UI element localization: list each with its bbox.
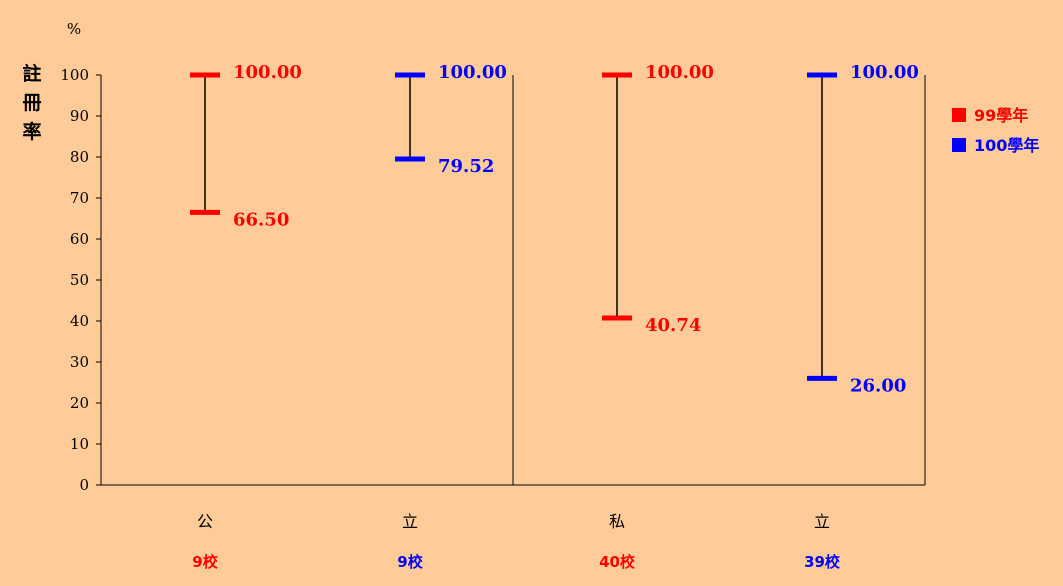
- range-max-label: 100.00: [233, 62, 302, 83]
- range-min-label: 40.74: [645, 315, 701, 336]
- range-min-label: 26.00: [850, 375, 906, 396]
- y-tick-label: 0: [79, 476, 89, 494]
- axes-group: 0 10 20 30 40 50 60 70 80 90 100% 註冊率: [22, 20, 926, 494]
- category-label: 私: [609, 512, 625, 531]
- range-min-label: 79.52: [438, 156, 494, 177]
- legend-swatch: [952, 138, 966, 152]
- y-tick-label: 20: [70, 394, 89, 412]
- y-tick-label: 70: [70, 189, 89, 207]
- y-tick-label: 80: [70, 148, 89, 166]
- y-tick-label: 40: [70, 312, 89, 330]
- y-axis-title-char: 註: [22, 62, 41, 85]
- y-unit-label: %: [67, 20, 81, 38]
- y-tick-label: 60: [70, 230, 89, 248]
- ranges-group: 100.00 66.50 100.00 79.52 100.00 40.74 100.00 2…: [190, 62, 919, 396]
- category-label: 立: [814, 512, 830, 531]
- range-max-label: 100.00: [438, 62, 507, 83]
- y-axis-title-char: 冊: [22, 92, 41, 114]
- y-tick-label: 50: [70, 271, 89, 289]
- legend-label: 99學年: [974, 106, 1028, 125]
- y-tick-label: 100: [60, 66, 89, 84]
- range-max-label: 100.00: [850, 62, 919, 83]
- range-min-label: 66.50: [233, 209, 289, 230]
- legend-group: 99學年 100學年: [952, 106, 1039, 155]
- category-label: 公: [197, 512, 213, 531]
- legend-swatch: [952, 108, 966, 122]
- range-max-label: 100.00: [645, 62, 714, 83]
- y-tick-label: 30: [70, 353, 89, 371]
- y-tick-label: 90: [70, 107, 89, 125]
- y-tick-label: 10: [70, 435, 89, 453]
- school-count-label: 9校: [192, 553, 218, 571]
- category-label: 立: [402, 512, 418, 531]
- legend-label: 100學年: [974, 136, 1039, 155]
- school-count-label: 9校: [397, 553, 423, 571]
- y-axis-title-char: 率: [22, 120, 41, 143]
- school-count-label: 40校: [599, 553, 636, 571]
- school-count-label: 39校: [804, 553, 841, 571]
- labels-group: 公 9校 立 9校 私 40校 立 39校: [192, 512, 841, 571]
